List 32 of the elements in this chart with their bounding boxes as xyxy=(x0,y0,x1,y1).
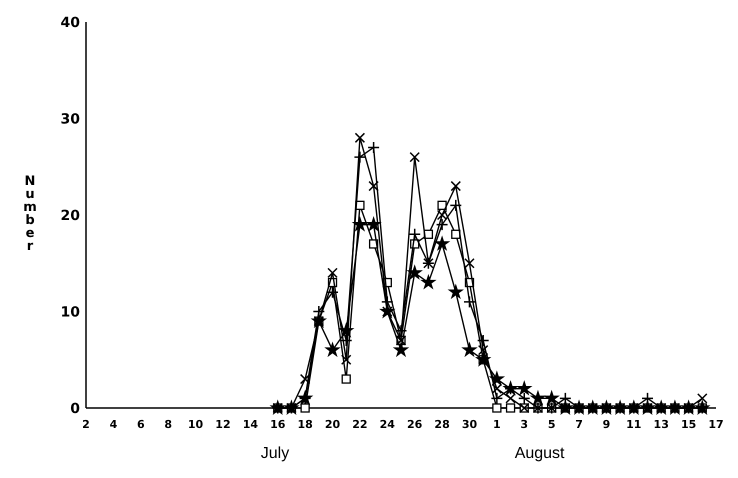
text: July xyxy=(260,445,290,462)
x-tick-label: 17 xyxy=(708,418,724,431)
x-tick-label: 28 xyxy=(434,418,450,431)
x-tick-label: 2 xyxy=(82,418,90,431)
x-tick-label: 6 xyxy=(136,418,145,431)
x-tick-label: 22 xyxy=(352,418,368,431)
x-tick-label: 8 xyxy=(164,418,172,431)
x-tick-label: 1 xyxy=(493,418,501,431)
x-tick-label: 4 xyxy=(110,418,118,431)
y-tick-label: 0 xyxy=(70,400,80,417)
x-tick-label: 16 xyxy=(270,418,286,431)
x-tick-label: 9 xyxy=(602,418,610,431)
x-tick-label: 15 xyxy=(680,418,696,431)
x-tick-label: 13 xyxy=(654,418,669,431)
x-tick-label: 10 xyxy=(188,418,204,431)
x-tick-label: 12 xyxy=(215,418,231,431)
x-tick-label: 18 xyxy=(297,418,313,431)
text: August xyxy=(514,445,566,462)
y-tick-label: 10 xyxy=(60,304,80,320)
x-tick-label: 3 xyxy=(520,418,528,431)
x-tick-label: 14 xyxy=(242,418,258,431)
x-tick-label: 24 xyxy=(380,418,396,431)
y-tick-label: 30 xyxy=(60,111,80,128)
x-tick-label: 5 xyxy=(548,418,556,431)
x-tick-label: 11 xyxy=(626,418,642,431)
x-tick-label: 7 xyxy=(575,418,583,431)
y-tick-label: 40 xyxy=(60,14,80,31)
x-tick-label: 26 xyxy=(407,418,423,431)
x-tick-label: 30 xyxy=(462,418,478,431)
y-axis-title: Number xyxy=(23,174,37,254)
y-tick-label: 20 xyxy=(60,208,80,224)
x-tick-label: 20 xyxy=(324,418,341,431)
